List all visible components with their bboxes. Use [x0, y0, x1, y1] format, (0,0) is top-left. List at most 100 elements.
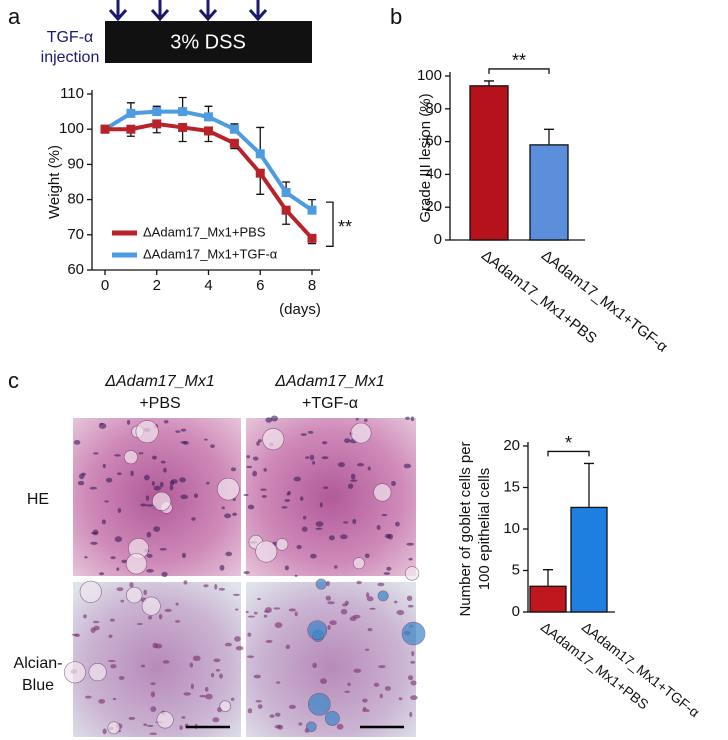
- cell-texture: [301, 526, 308, 532]
- cell-texture: [243, 571, 250, 575]
- cell-texture: [256, 441, 260, 446]
- marker: [126, 124, 136, 134]
- treatment-label: 3% DSS: [170, 31, 246, 53]
- cell-texture: [373, 682, 380, 687]
- cell-texture: [245, 610, 249, 614]
- cell-texture: [352, 614, 361, 619]
- cell-texture: [141, 596, 161, 616]
- legend-label: ΔAdam17_Mx1+PBS: [143, 224, 266, 239]
- cell-texture: [258, 439, 262, 443]
- cell-texture: [310, 553, 317, 559]
- marker: [281, 205, 291, 215]
- cell-texture: [190, 683, 195, 690]
- cell-texture: [109, 618, 115, 622]
- cell-texture: [143, 474, 150, 481]
- cell-texture: [149, 732, 158, 736]
- cell-texture: [305, 456, 310, 459]
- cell-texture: [410, 416, 415, 422]
- cell-texture: [147, 724, 154, 728]
- cell-texture: [152, 642, 158, 649]
- cell-texture: [174, 620, 181, 623]
- row-label: Alcian-: [14, 655, 63, 672]
- cell-texture: [117, 472, 122, 476]
- cell-texture: [260, 488, 267, 491]
- y-tick-label: 5: [512, 561, 520, 578]
- bar: [529, 585, 567, 613]
- cell-texture: [269, 714, 275, 718]
- cell-texture: [105, 477, 113, 483]
- y-tick-label: 100: [417, 67, 442, 84]
- cell-texture: [110, 556, 116, 560]
- cell-texture: [296, 545, 302, 550]
- cell-texture: [356, 580, 362, 585]
- cell-texture: [224, 642, 232, 647]
- cell-texture: [116, 587, 124, 592]
- cell-texture: [411, 650, 415, 657]
- cell-texture: [327, 601, 335, 605]
- y-tick-label: 80: [425, 100, 442, 117]
- cell-texture: [123, 450, 138, 465]
- cell-texture: [112, 697, 117, 700]
- cell-texture: [252, 456, 259, 461]
- cell-texture: [218, 587, 226, 591]
- cell-texture: [255, 699, 262, 703]
- significance-label: **: [338, 217, 352, 237]
- y-tick-label: 60: [425, 133, 442, 150]
- cell-texture: [108, 634, 113, 638]
- column-header: +TGF-α: [302, 395, 358, 412]
- cell-texture: [156, 711, 174, 729]
- cell-texture: [159, 547, 167, 551]
- cell-texture: [410, 680, 417, 686]
- cell-texture: [305, 721, 317, 733]
- cell-texture: [232, 512, 237, 516]
- cell-texture: [153, 485, 162, 491]
- cell-texture: [205, 693, 213, 700]
- cell-texture: [164, 608, 172, 612]
- cell-texture: [162, 660, 170, 664]
- cell-texture: [140, 664, 146, 668]
- marker: [307, 205, 317, 215]
- cell-texture: [203, 584, 209, 588]
- cell-texture: [79, 580, 102, 603]
- cell-texture: [77, 480, 85, 486]
- cell-texture: [362, 706, 367, 711]
- cell-texture: [320, 678, 327, 684]
- cell-texture: [101, 519, 106, 525]
- cell-texture: [284, 499, 291, 502]
- cell-texture: [327, 625, 331, 630]
- cell-texture: [376, 525, 381, 530]
- cell-texture: [161, 571, 168, 578]
- cell-texture: [286, 493, 290, 496]
- column-header: ΔAdam17_Mx1: [104, 373, 214, 390]
- cell-texture: [92, 529, 99, 536]
- cell-texture: [110, 664, 117, 669]
- injection-label: TGF-α: [47, 29, 94, 46]
- cell-texture: [181, 552, 187, 559]
- cell-texture: [146, 553, 153, 558]
- cell-texture: [263, 614, 268, 618]
- bar: [570, 506, 608, 613]
- cell-texture: [221, 506, 225, 510]
- cell-texture: [146, 531, 152, 538]
- cell-texture: [274, 724, 282, 729]
- cell-texture: [315, 521, 324, 527]
- marker: [204, 126, 213, 136]
- panel-label: c: [8, 368, 19, 393]
- cell-texture: [219, 564, 225, 571]
- cell-texture: [114, 454, 121, 457]
- cell-texture: [307, 430, 314, 434]
- cell-texture: [406, 542, 415, 546]
- cell-texture: [410, 660, 416, 664]
- cell-texture: [192, 655, 201, 662]
- cell-texture: [325, 595, 332, 601]
- cell-texture: [92, 620, 100, 624]
- cell-texture: [386, 566, 392, 571]
- cell-texture: [362, 698, 368, 703]
- cell-texture: [219, 700, 232, 712]
- y-axis-label: Grade III lesion (%): [417, 93, 434, 222]
- cell-texture: [99, 572, 105, 576]
- cell-texture: [212, 717, 220, 723]
- cell-texture: [257, 704, 263, 709]
- cell-texture: [405, 416, 410, 420]
- cell-texture: [150, 682, 156, 686]
